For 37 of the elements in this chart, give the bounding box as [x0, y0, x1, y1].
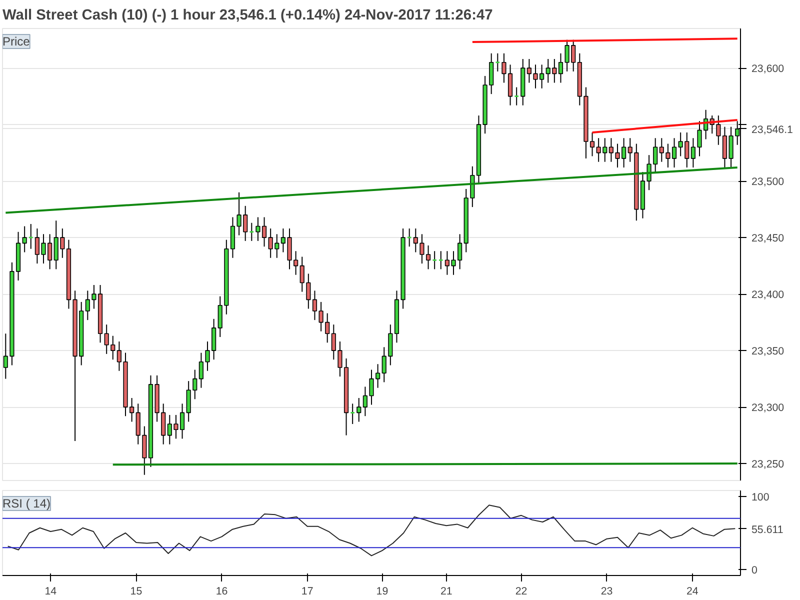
annotation: RSI ( 14)	[2, 496, 51, 510]
candlestick	[376, 364, 380, 388]
candlestick	[489, 52, 494, 95]
y-tick-label: 23,350	[752, 346, 784, 358]
annotation: Price	[2, 34, 30, 48]
candlestick	[508, 64, 513, 106]
chart-title: Wall Street Cash (10) (-) 1 hour 23,546.1 (+0.14%) 24-Nov-2017 11:26:47	[2, 8, 493, 24]
x-tick-label: 14	[44, 586, 57, 598]
y-tick-label: 23,300	[752, 402, 784, 414]
y-tick-label: 23,600	[752, 63, 784, 76]
y-tick-label: 23,500	[752, 176, 784, 188]
candlestick	[690, 138, 696, 168]
y-tick-label: 23,546.1	[752, 124, 794, 136]
candlestick	[716, 115, 721, 146]
x-tick-label: 21	[440, 586, 452, 598]
candlestick	[331, 324, 336, 360]
candlestick	[116, 341, 122, 372]
y-tick-label: 23,250	[752, 458, 784, 471]
x-tick-label: 17	[301, 586, 314, 598]
candlestick	[130, 398, 134, 422]
x-tick-label: 16	[216, 586, 228, 598]
y-tick-label: 55.611	[752, 524, 784, 536]
x-tick-label: 24	[686, 586, 698, 598]
y-tick-label: 23,400	[752, 289, 784, 302]
candlestick	[470, 166, 475, 208]
x-tick-label: 23	[600, 586, 613, 598]
candlestick	[608, 138, 614, 162]
candlestick	[22, 226, 27, 253]
x-tick-label: 22	[515, 586, 528, 598]
candlestick	[294, 250, 298, 276]
y-tick-label: 100	[752, 491, 770, 504]
x-tick-label: 15	[130, 586, 142, 598]
y-tick-label: 0	[752, 564, 758, 577]
x-tick-label: 19	[376, 586, 388, 598]
candlestick	[502, 52, 506, 84]
y-tick-label: 23,450	[752, 232, 784, 245]
candlestick	[356, 398, 362, 422]
